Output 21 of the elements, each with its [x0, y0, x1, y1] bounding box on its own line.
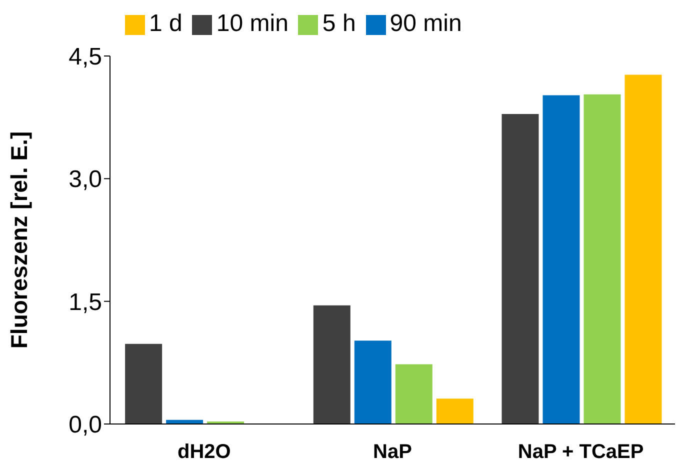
y-tick-label: 1,5 [68, 288, 102, 316]
bar [395, 364, 432, 424]
x-tick-label: dH2O [177, 441, 231, 464]
bar [542, 95, 580, 424]
legend-label: 1 d [149, 10, 182, 37]
legend-label: 10 min [216, 10, 288, 37]
bar [436, 398, 474, 424]
y-tick-label: 3,0 [68, 166, 102, 194]
bar [313, 305, 350, 424]
y-tick-label: 4,5 [68, 44, 102, 71]
bar [624, 74, 662, 424]
legend-label: 90 min [390, 10, 462, 37]
x-tick-label: NaP + TCaEP [518, 441, 644, 464]
bar [584, 94, 621, 424]
bar [502, 114, 539, 424]
bar [125, 344, 162, 424]
x-tick-label: NaP [373, 441, 412, 464]
bar [354, 340, 392, 424]
y-axis-title: Fluoreszenz [rel. E.] [6, 131, 32, 349]
y-tick-label: 0,0 [68, 412, 102, 439]
legend-label: 5 h [322, 10, 356, 37]
